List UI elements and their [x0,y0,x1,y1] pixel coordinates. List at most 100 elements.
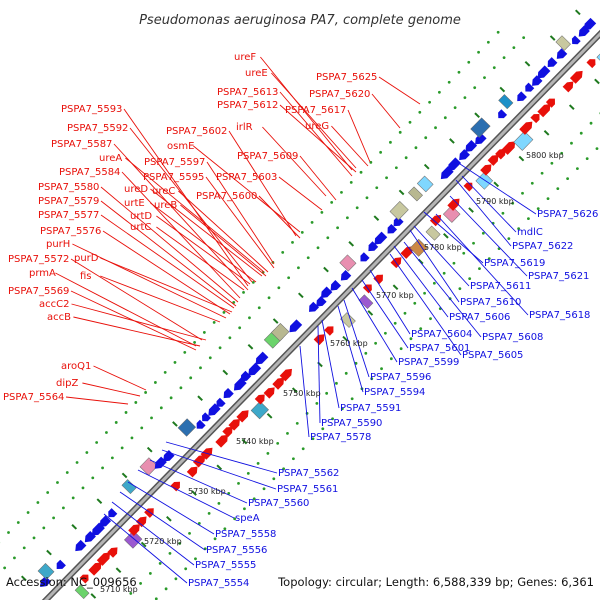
feature-rect [37,563,55,580]
guide-dot [153,381,157,384]
reverse-leader-line [149,459,248,504]
tick-mark [115,567,122,574]
reverse-gene-label: PSPA7_5556 [206,545,267,556]
forward-leader-line [180,204,267,277]
reverse-gene-arrow [532,75,543,86]
reverse-gene-label: PSPA7_5608 [482,332,543,343]
guide-dot [179,386,183,390]
guide-dot [522,36,526,40]
guide-dot [178,542,182,545]
guide-dot [398,130,402,134]
guide-dot [463,96,467,100]
forward-arrow-shape [186,466,198,478]
guide-dot [262,487,266,491]
feature-rect [409,238,428,257]
forward-arrow-shape [170,481,180,492]
forward-gene-label: ureE [245,68,268,79]
forward-gene-label: PSPA7_5576 [40,226,101,237]
reverse-gene-arrow [99,515,112,528]
guide-dot [517,227,521,231]
reverse-leader-line [455,179,512,247]
guide-dot [434,126,437,130]
forward-gene-arrow [128,524,140,536]
reverse-leader-line [459,163,537,215]
reverse-feature-block [37,563,55,580]
reverse-gene-arrow [571,35,581,45]
reverse-arrow-shape [475,132,487,145]
guide-dot [579,131,583,135]
guide-dot [300,230,304,234]
forward-arrow-shape [480,164,492,176]
forward-arrow-shape [530,114,540,124]
forward-gene-label: purD [74,253,99,264]
guide-dot [169,396,173,400]
guide-dot [344,371,348,375]
forward-leader-line [72,243,227,319]
guide-dot [199,366,202,370]
forward-leader-line [150,202,257,283]
reverse-leader-line [409,229,460,303]
reverse-gene-arrow [84,530,96,543]
feature-rect [339,254,357,272]
guide-dot [527,217,530,221]
guide-dot [478,267,481,271]
reverse-arrow-shape [56,559,66,570]
reverse-arrow-shape [578,25,590,37]
forward-leader-line [331,125,369,167]
feature-rect [513,130,534,151]
forward-feature-block [425,225,441,241]
guide-dot [36,501,40,504]
guide-dot [326,236,330,240]
tick-mark [272,318,279,324]
forward-gene-arrow [586,59,596,69]
guide-dot [257,306,261,310]
guide-dot [408,120,412,124]
guide-dot [550,161,554,165]
forward-arrow-shape [96,552,111,566]
forward-gene-arrow [228,419,240,431]
forward-arrow-shape [324,326,334,336]
reverse-arrow-shape [525,82,535,92]
guide-dot [379,150,383,154]
reverse-leader-line [389,253,462,356]
tick-mark [417,258,424,265]
guide-dot [389,357,393,361]
reverse-gene-arrow [196,419,206,429]
forward-gene-label: PSPA7_5613 [217,87,278,98]
reverse-arrow-shape [216,397,226,407]
reverse-gene-arrow [368,241,379,252]
guide-dot [65,471,69,474]
reverse-arrow-shape [547,57,558,67]
forward-gene-label: PSPA7_5593 [61,104,122,115]
forward-gene-label: PSPA7_5612 [217,100,278,111]
reverse-gene-label: PSPA7_5611 [470,281,531,292]
guide-dot [359,170,363,174]
guide-dot [222,311,226,314]
guide-dot [95,441,99,444]
guide-dot [502,56,506,60]
guide-dot [310,220,314,224]
reverse-arrow-shape [248,362,262,376]
guide-dot [414,146,418,150]
reverse-gene-label: PSPA7_5594 [364,387,425,398]
guide-dot [202,331,206,334]
guide-dot [154,597,158,600]
reverse-feature-block [416,175,434,193]
guide-dot [530,181,534,185]
guide-dot [481,231,485,235]
reverse-arrow-shape [84,530,96,543]
reverse-arrow-shape [584,17,597,31]
forward-leader-line [260,56,353,171]
guide-dot [595,147,599,150]
guide-dot [32,536,36,540]
feature-rect [498,94,514,110]
reverse-gene-arrow [459,149,470,161]
reverse-arrow-shape [537,65,551,79]
reverse-gene-arrow [340,270,352,281]
reverse-gene-label: PSPA7_5554 [188,578,249,589]
feature-rect [389,201,409,221]
forward-leader-line [206,161,275,265]
forward-feature-block [74,584,90,600]
tick-mark [443,232,449,239]
forward-gene-label: PSPA7_5603 [216,172,277,183]
